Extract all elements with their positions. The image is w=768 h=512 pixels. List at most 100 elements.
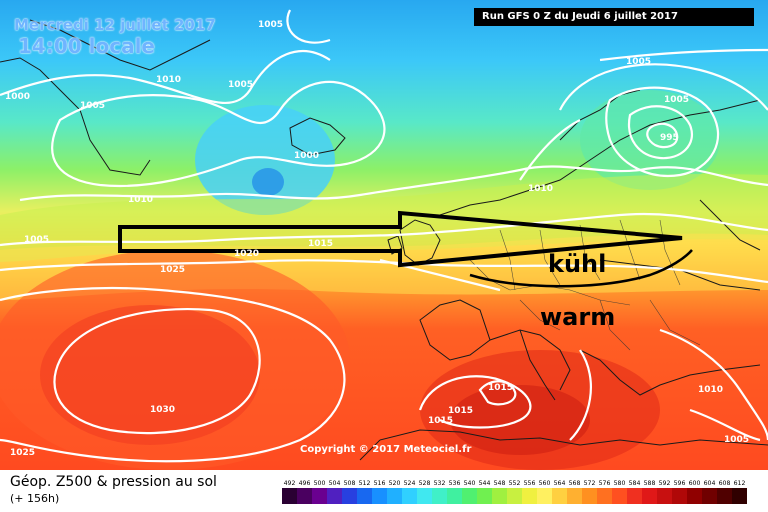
isobar-label: 1005 xyxy=(228,80,253,90)
isobar-label: 1010 xyxy=(698,385,723,395)
scale-tick-label: 612 xyxy=(734,480,746,487)
scale-swatch xyxy=(507,488,522,504)
isobar-label: 1015 xyxy=(488,383,513,393)
scale-tick-label: 560 xyxy=(539,480,551,487)
scale-swatch xyxy=(447,488,462,504)
isobar-label: 1000 xyxy=(294,151,319,161)
scale-swatch xyxy=(657,488,672,504)
scale-tick-label: 604 xyxy=(704,480,716,487)
forecast-time: 14:00 locale xyxy=(18,34,155,58)
scale-swatch xyxy=(552,488,567,504)
scale-tick-label: 516 xyxy=(374,480,386,487)
scale-tick-label: 496 xyxy=(299,480,311,487)
scale-swatch xyxy=(417,488,432,504)
scale-tick-label: 580 xyxy=(614,480,626,487)
low-core-iceland xyxy=(252,168,284,196)
scale-swatch xyxy=(582,488,597,504)
scale-tick-label: 544 xyxy=(479,480,491,487)
isobar-label: 1010 xyxy=(528,184,553,194)
isobar-label: 1020 xyxy=(234,249,259,259)
isobar-label: 1025 xyxy=(10,448,35,458)
scale-swatch xyxy=(717,488,732,504)
high-azores-inner xyxy=(40,305,260,445)
scale-tick-label: 584 xyxy=(629,480,641,487)
isobar-label: 1015 xyxy=(428,416,453,426)
isobar-label: 1005 xyxy=(626,57,651,67)
scale-tick-label: 568 xyxy=(569,480,581,487)
low-geopotential-iceland xyxy=(195,105,335,215)
scale-swatch xyxy=(372,488,387,504)
scale-tick-label: 512 xyxy=(359,480,371,487)
isobar-label: 1005 xyxy=(258,20,283,30)
isobar-label: 1005 xyxy=(80,101,105,111)
isobar-label: 1030 xyxy=(150,405,175,415)
scale-swatch xyxy=(732,488,747,504)
scale-swatch xyxy=(642,488,657,504)
scale-swatch xyxy=(597,488,612,504)
scale-tick-label: 500 xyxy=(314,480,326,487)
scale-swatch xyxy=(357,488,372,504)
scale-tick-label: 608 xyxy=(719,480,731,487)
scale-swatch xyxy=(432,488,447,504)
legend-title: Géop. Z500 & pression au sol xyxy=(10,474,217,490)
map-canvas: 1005 1000 1010 1005 1005 1000 1010 1005 1015 1020… xyxy=(0,0,768,470)
scale-swatch xyxy=(492,488,507,504)
scale-tick-label: 504 xyxy=(329,480,341,487)
isobar-label: 1005 xyxy=(24,235,49,245)
flow-arrow xyxy=(118,210,683,268)
scale-swatch xyxy=(702,488,717,504)
isobar-label: 1005 xyxy=(724,435,749,445)
scale-swatch xyxy=(297,488,312,504)
scale-tick-label: 540 xyxy=(464,480,476,487)
scale-tick-label: 536 xyxy=(449,480,461,487)
isobar-label: 1025 xyxy=(160,265,185,275)
isobar-labels: 1005 1000 1010 1005 1005 1000 1010 1005 1015 1020… xyxy=(5,20,749,458)
scale-tick-label: 576 xyxy=(599,480,611,487)
scale-swatch xyxy=(282,488,297,504)
isobar-label: 1000 xyxy=(5,92,30,102)
isobar-label: 1005 xyxy=(664,95,689,105)
scale-swatch xyxy=(627,488,642,504)
scale-tick-label: 596 xyxy=(674,480,686,487)
scale-tick-label: 520 xyxy=(389,480,401,487)
scale-swatch xyxy=(567,488,582,504)
scale-swatch xyxy=(477,488,492,504)
forecast-date: Mercredi 12 juillet 2017 xyxy=(14,16,216,34)
copyright-text: Copyright © 2017 Meteociel.fr xyxy=(300,444,472,455)
legend-subtitle: (+ 156h) xyxy=(10,492,60,505)
scale-swatch xyxy=(402,488,417,504)
model-run-info: Run GFS 0 Z du Jeudi 6 juillet 2017 xyxy=(474,8,754,26)
isobar-label: 995 xyxy=(660,133,679,143)
scale-tick-label: 556 xyxy=(524,480,536,487)
scale-tick-label: 588 xyxy=(644,480,656,487)
cool-boundary-line xyxy=(469,249,693,288)
scale-tick-label: 552 xyxy=(509,480,521,487)
scale-swatch xyxy=(672,488,687,504)
scale-tick-label: 524 xyxy=(404,480,416,487)
scale-swatch xyxy=(312,488,327,504)
scale-tick-label: 492 xyxy=(284,480,296,487)
scale-tick-label: 600 xyxy=(689,480,701,487)
scale-tick-label: 564 xyxy=(554,480,566,487)
color-scale: 492 496 500 504 508 512 516 520 524 528 532 536 540 5… xyxy=(282,480,747,504)
isobar-label: 1010 xyxy=(128,195,153,205)
scale-swatch xyxy=(387,488,402,504)
scale-swatch xyxy=(522,488,537,504)
warm-label: warm xyxy=(540,303,615,331)
scale-swatch xyxy=(537,488,552,504)
isobar-label: 1015 xyxy=(448,406,473,416)
scale-swatch xyxy=(687,488,702,504)
cool-label: kühl xyxy=(548,250,606,278)
scale-swatch xyxy=(327,488,342,504)
scale-tick-label: 508 xyxy=(344,480,356,487)
scale-swatch xyxy=(342,488,357,504)
isobar-label: 1010 xyxy=(156,75,181,85)
scale-tick-label: 592 xyxy=(659,480,671,487)
scale-tick-label: 548 xyxy=(494,480,506,487)
scale-swatch xyxy=(612,488,627,504)
scale-tick-label: 572 xyxy=(584,480,596,487)
scale-swatch xyxy=(462,488,477,504)
scale-tick-label: 528 xyxy=(419,480,431,487)
scale-tick-label: 532 xyxy=(434,480,446,487)
isobar-label: 1015 xyxy=(308,239,333,249)
